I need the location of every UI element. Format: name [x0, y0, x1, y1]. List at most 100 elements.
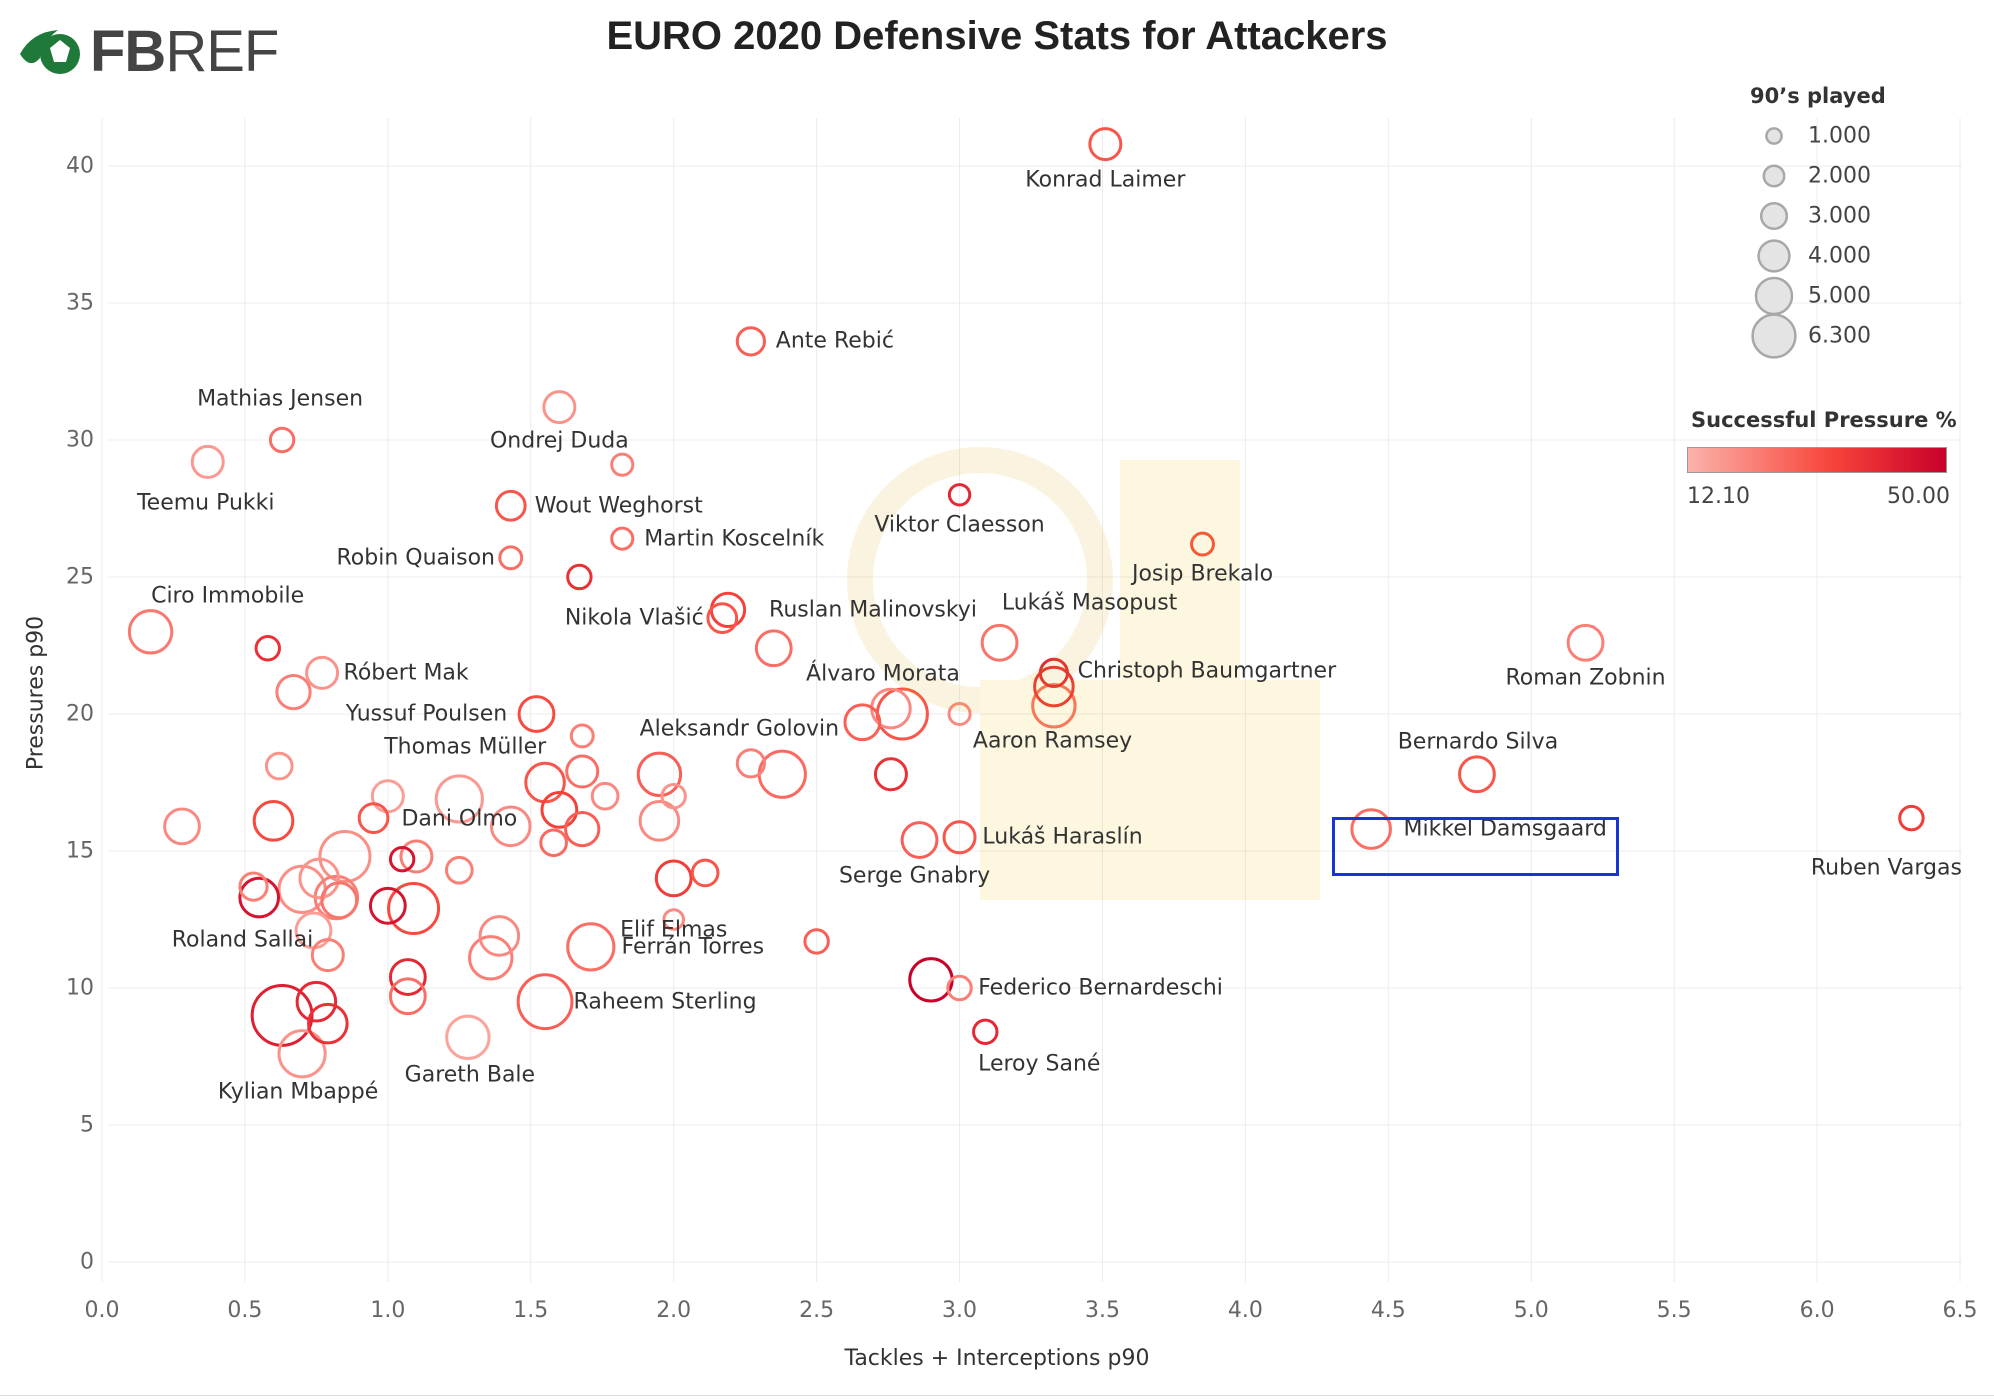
data-point[interactable] — [566, 563, 593, 591]
size-legend-label: 6.300 — [1808, 323, 1871, 349]
data-point[interactable] — [947, 701, 972, 727]
data-point[interactable] — [908, 957, 954, 1003]
data-point[interactable] — [566, 922, 616, 972]
data-point[interactable] — [1458, 755, 1496, 794]
point-label: Gareth Bale — [404, 1062, 536, 1088]
data-point[interactable] — [307, 1002, 349, 1045]
data-point[interactable] — [735, 326, 766, 357]
data-point[interactable] — [843, 703, 882, 742]
data-point[interactable] — [368, 886, 407, 925]
point-label: Ondrej Duda — [489, 428, 629, 454]
data-point[interactable] — [190, 444, 225, 479]
point-label: Mikkel Damsgaard — [1403, 816, 1607, 842]
data-point[interactable] — [542, 390, 577, 425]
data-point[interactable] — [1190, 531, 1215, 557]
data-point[interactable] — [638, 800, 681, 842]
y-tick-label: 10 — [66, 975, 94, 1001]
data-point[interactable] — [540, 791, 579, 829]
data-point[interactable] — [590, 781, 620, 811]
data-point[interactable] — [305, 655, 340, 690]
data-point[interactable] — [709, 591, 747, 629]
data-point[interactable] — [706, 602, 739, 634]
data-point[interactable] — [295, 980, 338, 1023]
data-point[interactable] — [1898, 804, 1925, 832]
data-point[interactable] — [873, 757, 908, 792]
data-point[interactable] — [654, 859, 693, 898]
data-point[interactable] — [468, 935, 514, 981]
data-point[interactable] — [524, 761, 566, 804]
data-point[interactable] — [610, 452, 635, 477]
data-point[interactable] — [1033, 665, 1075, 708]
data-point[interactable] — [434, 774, 484, 824]
data-point[interactable] — [310, 938, 345, 973]
data-point[interactable] — [1566, 623, 1605, 662]
x-tick-label: 5.5 — [1656, 1298, 1692, 1323]
data-point[interactable] — [127, 609, 174, 655]
point-label: Mathias Jensen — [197, 386, 364, 412]
y-tick-label: 15 — [66, 838, 94, 864]
data-point[interactable] — [947, 483, 972, 507]
point-label: Thomas Müller — [384, 734, 547, 760]
data-point[interactable] — [275, 673, 312, 711]
data-point[interactable] — [498, 545, 524, 571]
data-point[interactable] — [517, 695, 556, 733]
point-label: Roland Sallai — [171, 927, 314, 953]
data-point[interactable] — [478, 915, 521, 957]
data-point[interactable] — [1088, 127, 1123, 162]
data-point[interactable] — [942, 820, 977, 855]
data-point[interactable] — [444, 855, 474, 885]
data-point[interactable] — [388, 977, 427, 1016]
data-point[interactable] — [1031, 683, 1077, 729]
data-point[interactable] — [388, 958, 427, 996]
data-point[interactable] — [399, 839, 434, 874]
data-point[interactable] — [610, 526, 635, 551]
data-point[interactable] — [946, 974, 973, 1002]
data-point[interactable] — [494, 489, 527, 522]
data-point[interactable] — [636, 751, 683, 797]
data-point[interactable] — [320, 881, 359, 920]
x-tick-label: 6.0 — [1799, 1298, 1835, 1323]
highlight-box — [1332, 817, 1619, 876]
data-point[interactable] — [660, 783, 687, 810]
point-label: Elif Elmas — [620, 917, 728, 942]
data-point[interactable] — [735, 748, 766, 779]
data-point[interactable] — [298, 857, 341, 900]
data-point[interactable] — [900, 821, 939, 859]
point-label: Bernardo Silva — [1397, 729, 1559, 755]
data-point[interactable] — [564, 810, 601, 848]
data-point[interactable] — [163, 807, 201, 846]
data-point[interactable] — [489, 805, 532, 848]
color-legend-min: 12.10 — [1687, 484, 1750, 509]
point-label: Robin Quaison — [336, 545, 496, 571]
data-point[interactable] — [387, 882, 441, 936]
x-tick-label: 4.0 — [1227, 1298, 1263, 1323]
data-point[interactable] — [268, 426, 296, 454]
color-legend-max: 50.00 — [1887, 484, 1950, 509]
size-legend-circle — [1762, 164, 1786, 188]
data-point[interactable] — [980, 623, 1019, 662]
data-point[interactable] — [264, 751, 294, 781]
data-point[interactable] — [357, 802, 390, 834]
data-point[interactable] — [254, 635, 281, 662]
data-point[interactable] — [238, 871, 269, 902]
data-point[interactable] — [803, 928, 830, 955]
point-label: Teemu Pukki — [136, 490, 275, 516]
data-point[interactable] — [388, 846, 416, 873]
data-point[interactable] — [238, 876, 281, 919]
data-point[interactable] — [1350, 808, 1392, 850]
data-point[interactable] — [972, 1018, 999, 1046]
data-point[interactable] — [569, 723, 595, 749]
data-point[interactable] — [277, 1029, 327, 1079]
data-point[interactable] — [252, 800, 295, 842]
data-point[interactable] — [757, 749, 807, 799]
data-point[interactable] — [690, 858, 720, 888]
data-point[interactable] — [662, 908, 686, 931]
data-point[interactable] — [1038, 657, 1069, 689]
data-point[interactable] — [318, 829, 372, 883]
x-tick-label: 0.0 — [84, 1298, 120, 1323]
data-point[interactable] — [754, 629, 793, 668]
data-point[interactable] — [445, 1014, 491, 1061]
data-point[interactable] — [539, 828, 568, 858]
data-point[interactable] — [565, 754, 600, 789]
data-point[interactable] — [516, 973, 574, 1031]
